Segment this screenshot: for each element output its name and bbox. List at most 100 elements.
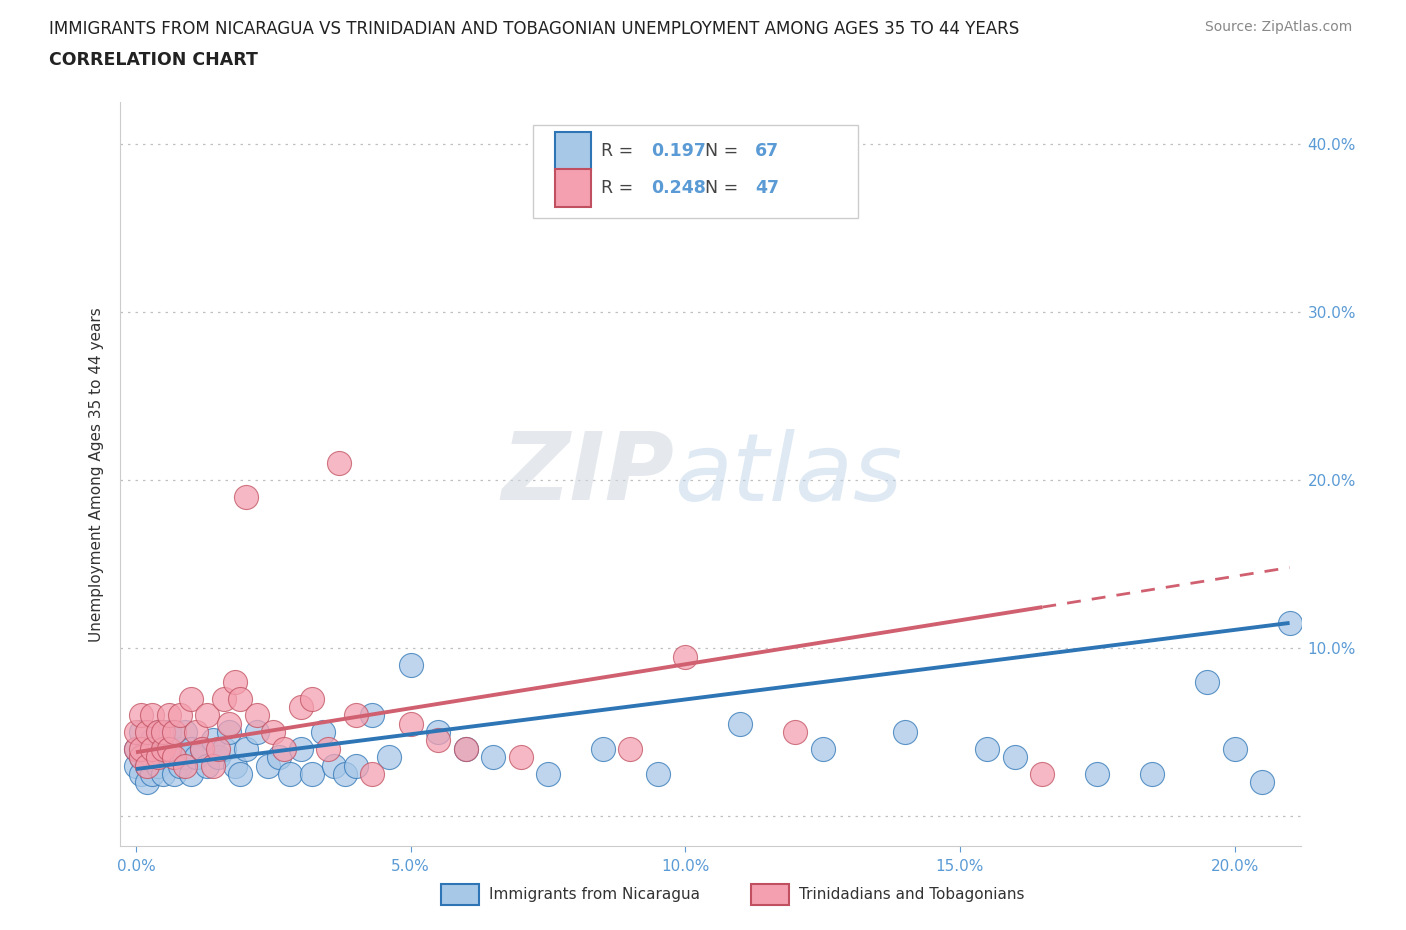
FancyBboxPatch shape xyxy=(555,168,591,207)
Point xyxy=(174,724,197,739)
Point xyxy=(191,741,214,756)
Point xyxy=(125,724,148,739)
Point xyxy=(290,699,312,714)
Text: R =: R = xyxy=(602,179,634,197)
Text: IMMIGRANTS FROM NICARAGUA VS TRINIDADIAN AND TOBAGONIAN UNEMPLOYMENT AMONG AGES : IMMIGRANTS FROM NICARAGUA VS TRINIDADIAN… xyxy=(49,20,1019,38)
Point xyxy=(197,758,219,773)
Point xyxy=(163,724,186,739)
Point xyxy=(157,708,180,723)
Point xyxy=(1085,766,1108,781)
Point xyxy=(1031,766,1053,781)
Text: N =: N = xyxy=(706,179,738,197)
Point xyxy=(125,741,148,756)
Point xyxy=(131,741,153,756)
Point xyxy=(131,724,153,739)
Point xyxy=(235,489,257,504)
Point xyxy=(141,733,163,748)
Point xyxy=(647,766,669,781)
Point xyxy=(482,750,505,764)
Point xyxy=(344,708,367,723)
Point xyxy=(333,766,356,781)
Point xyxy=(136,724,159,739)
Point xyxy=(152,750,174,764)
Point xyxy=(152,733,174,748)
Point xyxy=(427,733,450,748)
Point xyxy=(224,758,246,773)
Point xyxy=(174,758,197,773)
Point xyxy=(207,750,229,764)
Point xyxy=(454,741,477,756)
Point xyxy=(146,750,169,764)
Point xyxy=(141,741,163,756)
Point xyxy=(273,741,295,756)
Point xyxy=(136,741,159,756)
Text: 0.197: 0.197 xyxy=(651,141,706,160)
Point xyxy=(207,741,229,756)
Point xyxy=(136,758,159,773)
Point xyxy=(169,741,191,756)
Point xyxy=(976,741,998,756)
Point xyxy=(399,658,422,672)
Point xyxy=(146,724,169,739)
Point xyxy=(212,741,235,756)
Point xyxy=(180,766,202,781)
Text: 67: 67 xyxy=(755,141,779,160)
Point xyxy=(312,724,335,739)
Point xyxy=(592,741,614,756)
Point xyxy=(125,741,148,756)
Text: R =: R = xyxy=(602,141,634,160)
Point xyxy=(218,724,240,739)
Point xyxy=(152,741,174,756)
Point xyxy=(229,691,252,706)
Point xyxy=(163,750,186,764)
Point xyxy=(131,708,153,723)
Point xyxy=(811,741,834,756)
Point xyxy=(301,691,323,706)
Text: N =: N = xyxy=(706,141,738,160)
Point xyxy=(267,750,290,764)
Point xyxy=(344,758,367,773)
Point xyxy=(131,766,153,781)
Point xyxy=(197,708,219,723)
Point xyxy=(301,766,323,781)
Point xyxy=(201,733,224,748)
Point xyxy=(361,766,384,781)
Point xyxy=(191,741,214,756)
FancyBboxPatch shape xyxy=(533,125,858,218)
Point xyxy=(322,758,344,773)
Text: 47: 47 xyxy=(755,179,779,197)
Point xyxy=(180,691,202,706)
Point xyxy=(229,766,252,781)
Point xyxy=(290,741,312,756)
Point xyxy=(619,741,641,756)
Text: atlas: atlas xyxy=(675,429,903,520)
Point xyxy=(157,741,180,756)
Point xyxy=(328,456,350,471)
Point xyxy=(136,758,159,773)
Point xyxy=(1223,741,1246,756)
Point xyxy=(218,716,240,731)
Point xyxy=(278,766,301,781)
Point xyxy=(1197,674,1219,689)
Point xyxy=(246,724,269,739)
Point xyxy=(125,758,148,773)
Text: Immigrants from Nicaragua: Immigrants from Nicaragua xyxy=(489,887,700,902)
Point xyxy=(728,716,751,731)
Point xyxy=(316,741,339,756)
Point xyxy=(509,750,531,764)
Text: 0.248: 0.248 xyxy=(651,179,706,197)
Point xyxy=(180,741,202,756)
Point xyxy=(152,766,174,781)
Point xyxy=(1278,616,1301,631)
Point xyxy=(785,724,807,739)
Text: Trinidadians and Tobagonians: Trinidadians and Tobagonians xyxy=(799,887,1024,902)
Point xyxy=(224,674,246,689)
Point xyxy=(256,758,278,773)
Point xyxy=(201,758,224,773)
Point xyxy=(157,741,180,756)
Point xyxy=(157,724,180,739)
Point xyxy=(169,708,191,723)
Point xyxy=(673,649,696,664)
Point xyxy=(454,741,477,756)
Point xyxy=(141,766,163,781)
